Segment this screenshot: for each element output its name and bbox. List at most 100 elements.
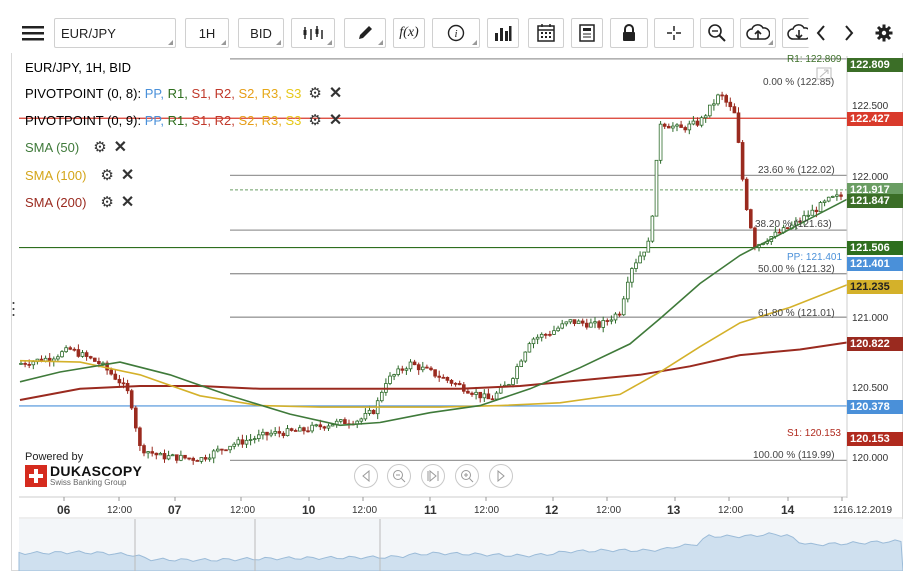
- price-tag-sma100: 121.235: [847, 280, 903, 294]
- indicators-button[interactable]: f(x): [393, 18, 425, 48]
- gear-icon[interactable]: ⚙: [308, 85, 322, 102]
- candle-body: [831, 195, 835, 198]
- timeframe-selector[interactable]: 1H: [185, 18, 229, 48]
- powered-by-text: Powered by: [25, 451, 84, 463]
- close-icon[interactable]: ✕: [120, 167, 135, 184]
- candle-body: [109, 369, 114, 375]
- candle-body: [228, 445, 232, 451]
- toolbar: EUR/JPY 1H BID f(x) i: [11, 11, 903, 53]
- candle-body: [207, 457, 212, 460]
- close-icon[interactable]: ✕: [328, 112, 343, 129]
- legend-sma200[interactable]: SMA (200) ⚙ ✕: [25, 194, 135, 211]
- price-type-selector[interactable]: BID: [238, 18, 284, 48]
- zoom-in-button[interactable]: [455, 464, 479, 488]
- pivot-item-s3: S3: [285, 86, 302, 101]
- navigator-overview[interactable]: [18, 519, 903, 571]
- candle-body: [466, 390, 470, 394]
- candle-body: [84, 352, 89, 357]
- candle-body: [658, 123, 663, 161]
- candle-body: [338, 419, 343, 422]
- draw-tool-button[interactable]: [344, 18, 386, 48]
- candle-body: [215, 448, 220, 452]
- legend-sma50[interactable]: SMA (50) ⚙ ✕: [25, 139, 128, 156]
- pivot-2-name: PIVOTPOINT (0, 9): [25, 113, 138, 128]
- pivot-item-r2: R2,: [214, 86, 235, 101]
- candle-body: [68, 347, 73, 350]
- candle-body: [736, 112, 741, 143]
- scroll-back-button[interactable]: [354, 464, 378, 488]
- chart-type-button[interactable]: [291, 18, 335, 48]
- candle-body: [749, 209, 753, 229]
- fib-label-100: 100.00 % (119.99): [753, 450, 835, 461]
- scroll-forward-button[interactable]: [489, 464, 513, 488]
- candle-body: [589, 322, 593, 328]
- symbol-selector[interactable]: EUR/JPY: [54, 18, 176, 48]
- crosshair-button[interactable]: [654, 18, 694, 48]
- volume-button[interactable]: [487, 18, 519, 48]
- candle-body: [449, 379, 454, 384]
- x-label: 14: [781, 503, 795, 517]
- price-label: 121.000: [852, 313, 889, 324]
- candle-body: [744, 178, 749, 211]
- candle-body: [31, 361, 36, 366]
- candle-body: [72, 348, 77, 351]
- pivot-label-s1: S1: 120.153: [787, 428, 841, 439]
- resize-handle[interactable]: [12, 300, 15, 320]
- close-icon[interactable]: ✕: [120, 194, 135, 211]
- reset-view-button[interactable]: [421, 464, 445, 488]
- candle-body: [269, 432, 273, 436]
- candle-body: [585, 322, 589, 328]
- x-label: 12:00: [107, 505, 133, 516]
- upload-button[interactable]: [740, 18, 776, 48]
- price-tag-r2: 122.427: [847, 112, 903, 126]
- candle-body: [60, 351, 64, 358]
- candle-body: [80, 352, 85, 357]
- scroll-left-button[interactable]: [808, 18, 834, 48]
- legend-pivot-1[interactable]: PIVOTPOINT (0, 8) : PP, R1, S1, R2, S2, …: [25, 85, 343, 102]
- candle-body: [150, 451, 155, 454]
- legend-pivot-2[interactable]: PIVOTPOINT (0, 9) : PP, R1, S1, R2, S2, …: [25, 112, 343, 129]
- candle-body: [814, 209, 819, 213]
- brand-tagline: Swiss Banking Group: [50, 478, 127, 487]
- candle-body: [699, 117, 704, 126]
- gear-icon[interactable]: ⚙: [100, 194, 114, 211]
- legend-sma100[interactable]: SMA (100) ⚙ ✕: [25, 167, 135, 184]
- close-icon[interactable]: ✕: [113, 139, 128, 156]
- candle-body: [179, 454, 183, 461]
- candle-body: [162, 453, 167, 460]
- x-label-current-date: 16.12.2019: [842, 505, 893, 516]
- candle-body: [220, 448, 224, 451]
- bar-chart-icon: [495, 26, 512, 41]
- info-button[interactable]: i: [432, 18, 480, 48]
- close-icon[interactable]: ✕: [328, 85, 343, 102]
- candle-body: [835, 194, 839, 197]
- menu-button[interactable]: [19, 18, 47, 48]
- magnifier-icon: [708, 24, 726, 42]
- candle-body: [740, 142, 745, 180]
- candle-body: [371, 409, 376, 415]
- gear-icon[interactable]: ⚙: [93, 139, 107, 156]
- candle-body: [138, 427, 142, 446]
- candle-body: [494, 392, 499, 400]
- gear-icon[interactable]: ⚙: [100, 167, 114, 184]
- candle-body: [277, 431, 282, 434]
- candle-body: [146, 451, 150, 454]
- zoom-button[interactable]: [700, 18, 734, 48]
- candle-body: [224, 449, 228, 452]
- calendar-button[interactable]: [528, 18, 564, 48]
- settings-button[interactable]: [871, 18, 897, 48]
- info-icon: i: [447, 24, 465, 42]
- template-button[interactable]: [571, 18, 603, 48]
- lock-button[interactable]: [610, 18, 648, 48]
- candle-body: [252, 438, 257, 441]
- scroll-right-button[interactable]: [836, 18, 862, 48]
- candle-body: [359, 418, 364, 422]
- x-label: 11: [424, 503, 437, 517]
- gear-icon[interactable]: ⚙: [308, 112, 322, 129]
- snapshot-icon[interactable]: [816, 66, 832, 80]
- zoom-out-button[interactable]: [387, 464, 411, 488]
- candlestick-icon: [303, 26, 323, 40]
- pivot-item-s2: S2,: [238, 86, 258, 101]
- pivot-item-s2: S2,: [238, 113, 258, 128]
